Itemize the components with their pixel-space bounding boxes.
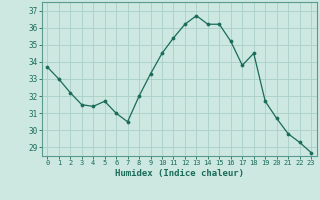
X-axis label: Humidex (Indice chaleur): Humidex (Indice chaleur): [115, 169, 244, 178]
